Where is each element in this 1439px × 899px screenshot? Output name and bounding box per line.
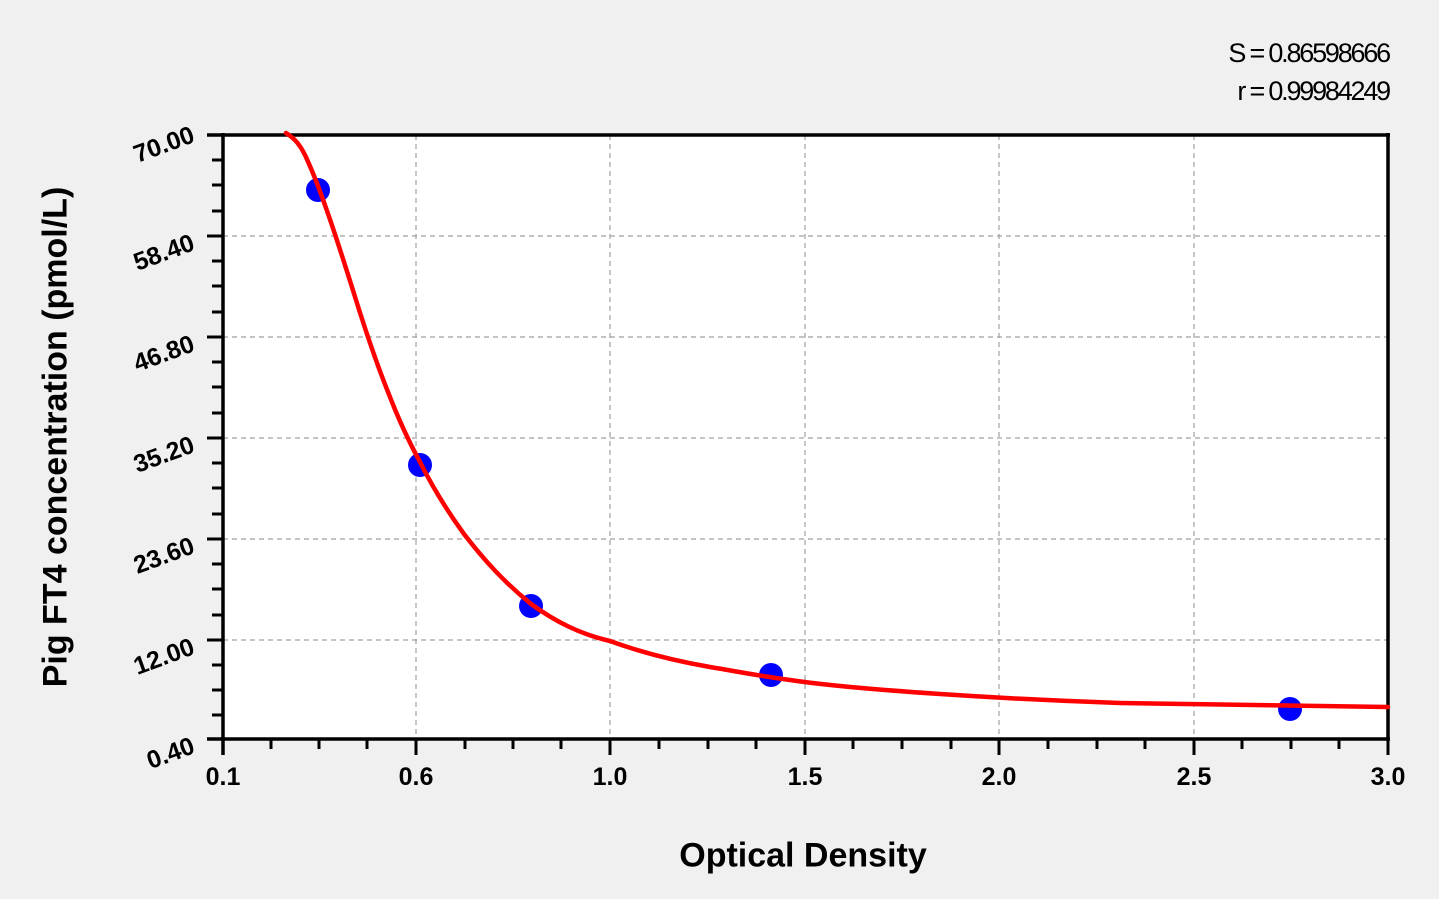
y-axis-ticks	[207, 133, 223, 741]
x-tick-label: 2.0	[981, 763, 1017, 791]
gridlines	[223, 135, 1388, 739]
y-axis-title: Pig FT4 concentration (pmol/L)	[36, 186, 75, 688]
x-axis-title: Optical Density	[679, 836, 927, 875]
x-tick-label: 1.5	[787, 763, 823, 791]
x-tick-label: 2.5	[1176, 763, 1212, 791]
x-tick-label: 0.6	[398, 763, 434, 791]
r-statistic: r = 0.99984249	[1237, 76, 1391, 106]
x-tick-label: 1.0	[592, 763, 628, 791]
fit-statistics: S = 0.86598666 r = 0.99984249	[1228, 34, 1391, 110]
data-point	[1278, 697, 1302, 721]
s-statistic: S = 0.86598666	[1228, 38, 1391, 68]
fitted-curve	[283, 130, 1391, 710]
x-axis-ticks	[221, 739, 1390, 755]
x-tick-label: 0.1	[205, 763, 241, 791]
x-tick-label: 3.0	[1370, 763, 1406, 791]
